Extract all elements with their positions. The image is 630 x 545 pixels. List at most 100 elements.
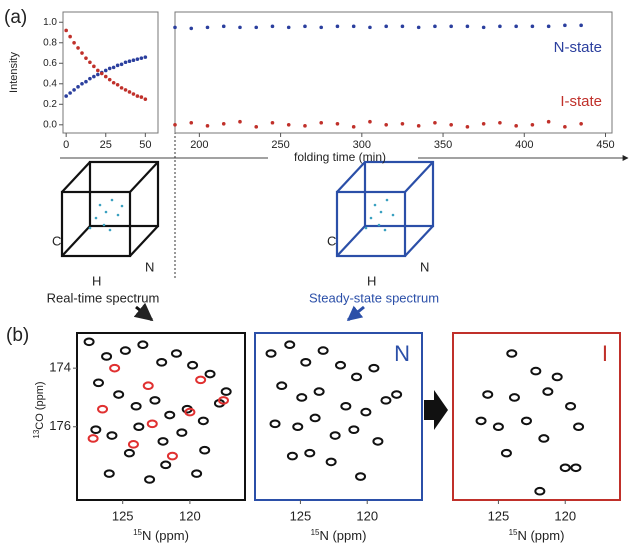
peak [267, 350, 276, 357]
data-point [319, 121, 323, 125]
peak [144, 382, 153, 389]
data-point [112, 66, 116, 70]
data-point [96, 69, 100, 73]
data-point [136, 57, 140, 61]
peak [315, 388, 324, 395]
data-point [563, 125, 567, 129]
data-point [140, 56, 144, 60]
peak [277, 382, 286, 389]
data-point [64, 29, 68, 33]
data-point [108, 67, 112, 71]
y-tick-label: 0.4 [43, 78, 57, 89]
data-point [287, 26, 291, 30]
data-point [336, 25, 340, 29]
data-point [68, 91, 72, 95]
peak [206, 371, 215, 378]
cube-axis: C [327, 233, 336, 248]
data-point [368, 26, 372, 30]
peak [150, 397, 159, 404]
data-point [498, 25, 502, 29]
peak [285, 341, 294, 348]
peak [157, 359, 166, 366]
peak [271, 421, 280, 428]
peak [107, 432, 116, 439]
data-point [417, 26, 421, 30]
peak [311, 415, 320, 422]
data-point [144, 55, 148, 59]
x-tick-label: 125 [488, 508, 510, 523]
data-point [352, 125, 356, 129]
data-point [271, 121, 275, 125]
y-tick-label: 1.0 [43, 17, 57, 28]
peak [336, 362, 345, 369]
data-point [514, 25, 518, 29]
x-tick-label: 25 [100, 139, 112, 151]
big-arrow [424, 390, 448, 430]
x-axis-label: 15N (ppm) [509, 528, 565, 543]
data-point [104, 69, 108, 73]
data-point [466, 125, 470, 129]
peak [161, 462, 170, 469]
spectrum-frame [453, 333, 620, 500]
peak [539, 435, 548, 442]
peak [507, 350, 516, 357]
x-tick-label: 300 [353, 139, 371, 151]
data-point [128, 90, 132, 94]
data-point [88, 77, 92, 81]
data-point [68, 35, 72, 39]
data-point [124, 88, 128, 92]
x-tick-label: 0 [63, 139, 69, 151]
data-point [100, 72, 104, 76]
peak [553, 374, 562, 381]
peak [305, 450, 314, 457]
arrow [348, 307, 364, 320]
data-point [84, 56, 88, 60]
peak [522, 418, 531, 425]
data-point [579, 24, 583, 28]
peak [392, 391, 401, 398]
data-point [136, 94, 140, 98]
x-axis-label: 15N (ppm) [311, 528, 367, 543]
peak [132, 403, 141, 410]
peak [105, 470, 114, 477]
peak [535, 488, 544, 495]
peak [165, 412, 174, 419]
cube [62, 162, 158, 256]
spectrum-label: N [394, 341, 410, 366]
plot-frame [63, 12, 158, 133]
cube-axis: C [52, 233, 61, 248]
peak [349, 426, 358, 433]
data-point [116, 64, 120, 68]
peak [145, 476, 154, 483]
data-point [92, 65, 96, 69]
peak [91, 426, 100, 433]
peak [188, 362, 197, 369]
peak [159, 438, 168, 445]
peak [494, 423, 503, 430]
caption: Steady-state spectrum [309, 290, 439, 305]
cube-axis: N [145, 259, 154, 274]
data-point [271, 25, 275, 29]
data-point [72, 88, 76, 92]
data-point [206, 124, 210, 128]
y-axis-label: Intensity [8, 52, 20, 93]
peak [102, 353, 111, 360]
data-point [120, 62, 124, 66]
data-point [80, 82, 84, 86]
peak [168, 453, 177, 460]
data-point [514, 124, 518, 128]
data-point [384, 25, 388, 29]
annotation: I-state [560, 93, 602, 110]
peak [571, 464, 580, 471]
data-point [254, 125, 258, 129]
y-tick-label: 0.2 [43, 99, 57, 110]
page: (a) (b) C H N C H N Real-time spectrum S… [0, 0, 630, 545]
data-point [120, 86, 124, 90]
arrow [136, 307, 152, 320]
data-point [173, 123, 177, 127]
label: N (ppm) [319, 528, 366, 543]
peak [477, 418, 486, 425]
peak [134, 423, 143, 430]
data-point [433, 121, 437, 125]
data-point [72, 41, 76, 45]
